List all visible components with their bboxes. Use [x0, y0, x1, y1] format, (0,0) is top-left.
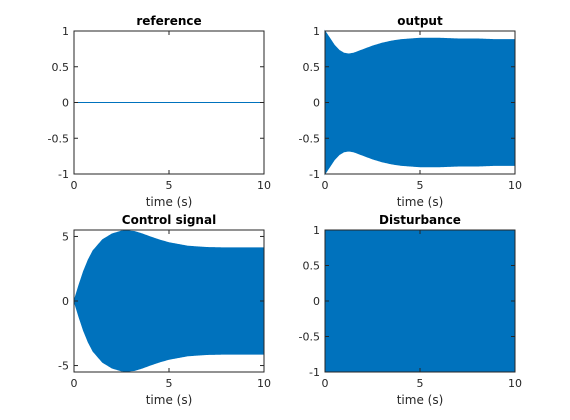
- disturbance-x-tick-label: 10: [508, 377, 522, 390]
- reference-x-tick-label: 10: [257, 179, 271, 192]
- output-x-tick-label: 10: [508, 179, 522, 192]
- reference-x-tick-label: 5: [166, 179, 173, 192]
- output-x-tick-label: 0: [322, 179, 329, 192]
- reference-x-axis-label: time (s): [146, 195, 193, 209]
- reference-y-tick-label: 0: [62, 97, 69, 110]
- control-signal-y-tick-label: 0: [62, 295, 69, 308]
- output-x-axis-label: time (s): [397, 195, 444, 209]
- output-title: output: [397, 14, 443, 28]
- control-signal-x-axis-label: time (s): [146, 393, 193, 407]
- reference-chart: 0 5 10 1 0.5 0 -0.5 -1 reference time (s): [48, 14, 271, 209]
- disturbance-y-tick-label: 0: [313, 295, 320, 308]
- control-signal-y-tick-label: 5: [62, 230, 69, 243]
- output-y-tick-label: 1: [313, 25, 320, 38]
- disturbance-x-tick-label: 0: [322, 377, 329, 390]
- output-y-tick-label: 0: [313, 97, 320, 110]
- disturbance-oscillation-band: [324, 229, 516, 373]
- disturbance-y-tick-label: -0.5: [299, 331, 320, 344]
- output-x-tick-label: 5: [417, 179, 424, 192]
- control-signal-oscillation-band: [73, 230, 265, 372]
- disturbance-x-axis-label: time (s): [397, 393, 444, 407]
- reference-x-tick-label: 0: [71, 179, 78, 192]
- disturbance-chart: 0 5 10 1 0.5 0 -0.5 -1 Disturbance time (s): [299, 213, 522, 407]
- control-signal-title: Control signal: [122, 213, 216, 227]
- control-signal-x-tick-label: 10: [257, 377, 271, 390]
- reference-y-tick-label: -1: [58, 168, 69, 181]
- reference-y-tick-label: -0.5: [48, 132, 69, 145]
- output-oscillation-band: [324, 29, 516, 176]
- output-y-tick-label: -0.5: [299, 132, 320, 145]
- disturbance-x-tick-label: 5: [417, 377, 424, 390]
- output-chart: 0 5 10 1 0.5 0 -0.5 -1 output time (s): [299, 14, 522, 209]
- reference-title: reference: [136, 14, 201, 28]
- output-y-tick-label: 0.5: [303, 61, 321, 74]
- disturbance-y-tick-label: 1: [313, 224, 320, 237]
- disturbance-y-tick-label: -1: [309, 366, 320, 379]
- reference-y-tick-label: 0.5: [52, 61, 70, 74]
- disturbance-title: Disturbance: [379, 213, 461, 227]
- output-y-tick-label: -1: [309, 168, 320, 181]
- reference-y-tick-label: 1: [62, 25, 69, 38]
- control-signal-x-tick-label: 0: [71, 377, 78, 390]
- control-signal-x-tick-label: 5: [166, 377, 173, 390]
- disturbance-y-tick-label: 0.5: [303, 260, 321, 273]
- control-signal-y-tick-label: -5: [58, 360, 69, 373]
